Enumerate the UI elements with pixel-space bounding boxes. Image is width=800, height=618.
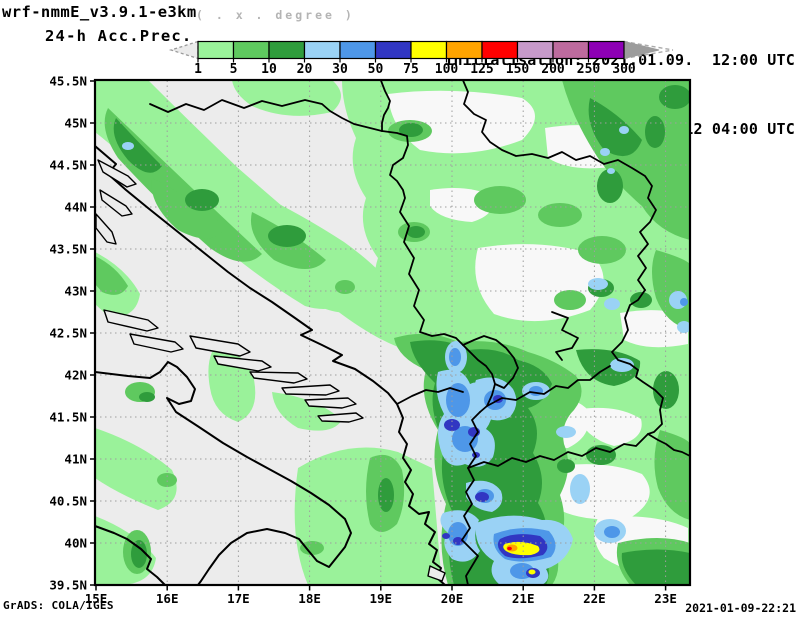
colorbar-cell <box>587 40 625 60</box>
longitude-axis-labels: 15E 16E 17E 18E 19E 20E 21E 22E 23E <box>85 591 677 606</box>
grads-credit: GrADS: COLA/IGES <box>3 599 114 612</box>
colorbar-cell <box>552 40 590 60</box>
colorbar-above-dash <box>623 40 674 51</box>
lon-label: 18E <box>298 591 321 606</box>
colorbar-tick-label: 250 <box>577 62 601 77</box>
colorbar-tick-label: 100 <box>435 62 459 77</box>
colorbar-tick-label: 75 <box>403 62 419 77</box>
lat-label: 40N <box>64 536 87 551</box>
coast-italy-tyrrhenian <box>95 525 166 585</box>
colorbar-tick-label: 10 <box>261 62 277 77</box>
lat-label: 43.5N <box>49 242 87 257</box>
colorbar-cell <box>516 40 554 60</box>
lat-label: 45N <box>64 116 87 131</box>
border-sava <box>149 99 383 132</box>
creation-timestamp: 2021-01-09-22:21 <box>685 601 796 615</box>
border-montenegro-albania <box>396 387 464 405</box>
axis-ticks <box>90 80 667 591</box>
lon-label: 17E <box>227 591 250 606</box>
border-macedonia-greece <box>467 433 649 469</box>
lat-label: 44.5N <box>49 158 87 173</box>
border-serbia-romania <box>461 80 657 291</box>
lat-lon-gridlines <box>95 80 690 585</box>
colorbar-tick-labels: 1 5 10 20 30 50 75 100 125 150 200 250 300 <box>194 58 636 77</box>
lon-label: 16E <box>156 591 179 606</box>
colorbar-cell <box>303 40 341 60</box>
border-serbia-bulgaria <box>611 289 690 457</box>
colorbar-cell <box>445 40 483 60</box>
colorbar-above-dash <box>623 49 674 60</box>
border-kosovo-serbia-squiggle <box>551 311 579 361</box>
border-kosovo-east <box>462 335 519 389</box>
colorbar-tick-label: 125 <box>470 62 493 77</box>
model-resolution-note: ( . x . degree ) <box>196 8 355 22</box>
lat-label: 41.5N <box>49 410 87 425</box>
colorbar-tick-label: 300 <box>612 62 636 77</box>
lon-label: 15E <box>85 591 108 606</box>
colorbar-cell <box>339 40 377 60</box>
coastline-layer <box>95 145 446 585</box>
lat-label: 42N <box>64 368 87 383</box>
colorbar: 1 5 10 20 30 50 75 100 125 150 200 250 300 <box>168 40 674 77</box>
colorbar-tick-label: 200 <box>541 62 565 77</box>
colorbar-cell <box>374 40 412 60</box>
colorbar-tick-label: 30 <box>332 62 348 77</box>
lat-label: 42.5N <box>49 326 87 341</box>
lat-label: 41N <box>64 452 87 467</box>
lon-label: 20E <box>441 591 464 606</box>
colorbar-cell <box>268 40 306 60</box>
colorbar-tick-label: 5 <box>230 62 238 77</box>
lon-label: 22E <box>583 591 606 606</box>
lat-label: 43N <box>64 284 87 299</box>
islands-layer <box>95 159 446 582</box>
border-kosovo-west <box>462 344 496 413</box>
colorbar-tick-label: 150 <box>506 62 530 77</box>
border-albania-east <box>461 411 481 585</box>
colorbar-below-arrow <box>168 40 199 60</box>
colorbar-tick-label: 1 <box>194 62 202 77</box>
colorbar-cell <box>197 40 235 60</box>
lon-label: 21E <box>512 591 535 606</box>
model-title: wrf-nmmE_v3.9.1-e3km <box>2 3 197 21</box>
dry-gap-layer <box>388 90 688 576</box>
map-canvas <box>95 80 690 585</box>
colorbar-tick-label: 50 <box>368 62 384 77</box>
border-danube-north <box>379 80 391 132</box>
lon-label: 23E <box>654 591 677 606</box>
coast-italy-adriatic <box>95 361 352 585</box>
colorbar-cells <box>197 40 625 60</box>
colorbar-cell <box>410 40 448 60</box>
colorbar-cell <box>481 40 519 60</box>
lat-label: 45.5N <box>49 74 87 89</box>
latitude-axis-labels: 45.5N 45N 44.5N 44N 43.5N 43N 42.5N 42N 41.5N 41N… <box>49 74 87 593</box>
border-drina <box>381 130 464 346</box>
coast-adriatic-east <box>95 145 446 585</box>
lon-label: 19E <box>370 591 393 606</box>
border-macedonia-north <box>486 365 611 407</box>
lat-label: 44N <box>64 200 87 215</box>
lat-label: 40.5N <box>49 494 87 509</box>
lat-label: 39.5N <box>49 578 87 593</box>
colorbar-cell <box>232 40 270 60</box>
colorbar-tick-label: 20 <box>297 62 313 77</box>
precip-layer-extreme <box>503 541 540 575</box>
borders-layer <box>149 80 690 585</box>
field-subtitle: 24-h Acc.Prec. <box>45 27 193 45</box>
